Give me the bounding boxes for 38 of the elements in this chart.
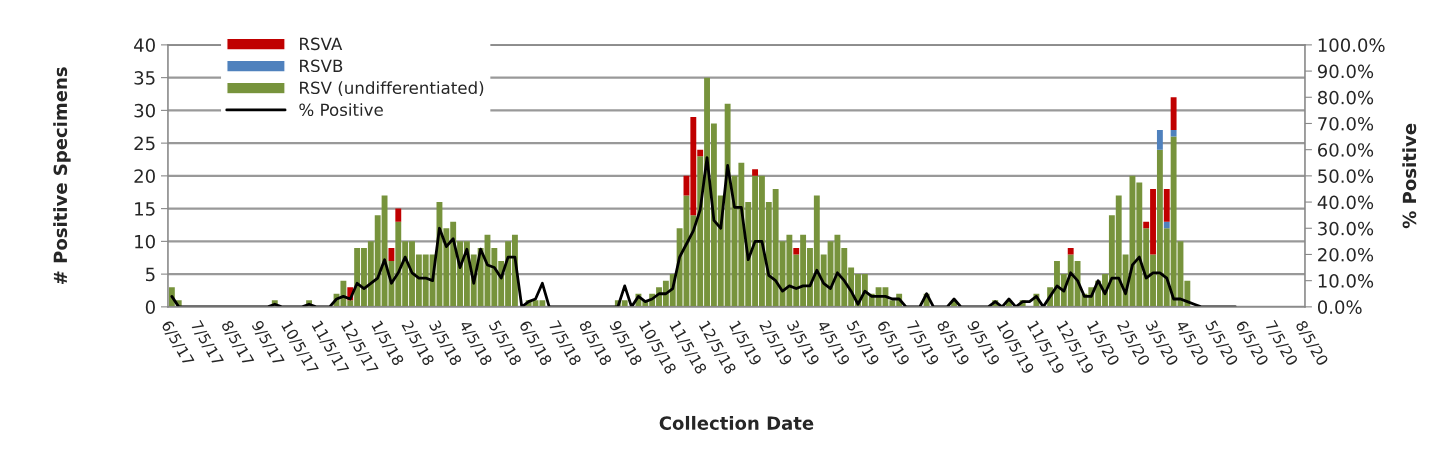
y2-tick-label: 20.0% (1318, 247, 1374, 262)
y2-tick-label: 0.0% (1317, 300, 1362, 314)
legend-label: RSVA (300, 37, 343, 51)
y2-tick-label: 30.0% (1318, 221, 1374, 236)
bar (1170, 97, 1177, 131)
y-tick-label: 15 (135, 202, 155, 216)
y-tick-label: 30 (134, 103, 155, 118)
bar (1163, 221, 1170, 229)
bar (1156, 130, 1163, 150)
y-tick-label: 5 (146, 267, 155, 282)
y2-tick-label: 10.0% (1318, 274, 1374, 288)
y-tick-label: 0 (145, 300, 155, 314)
y-axis-title: # Positive Specimens (53, 67, 71, 285)
legend-label: % Positive (299, 103, 383, 117)
y2-axis-title: % Positive (1402, 123, 1417, 229)
y-tick-label: 40 (134, 38, 155, 52)
y2-tick-label: 90.0% (1317, 64, 1374, 79)
bar (395, 208, 402, 222)
y-tick-label: 10 (135, 234, 155, 249)
y-tick-label: 25 (134, 136, 155, 151)
y-tick-label: 20 (134, 169, 155, 183)
legend-label: RSVB (300, 59, 343, 73)
bar (1067, 247, 1074, 255)
bar (793, 247, 800, 255)
x-axis-title: Collection Date (659, 415, 814, 430)
y2-tick-label: 60.0% (1318, 143, 1374, 157)
bar (1163, 188, 1170, 222)
y2-tick-label: 100.0% (1318, 38, 1385, 52)
y2-tick-label: 40.0% (1317, 195, 1374, 210)
y2-tick-label: 50.0% (1318, 169, 1374, 183)
legend-label: RSV (undifferentiated) (300, 81, 484, 97)
y-tick-label: 35 (134, 71, 155, 85)
y2-tick-label: 70.0% (1318, 116, 1374, 131)
bar (752, 169, 759, 176)
bar (388, 247, 395, 262)
y2-tick-label: 80.0% (1317, 90, 1374, 105)
bar (1170, 130, 1177, 137)
line-series (170, 156, 1237, 307)
